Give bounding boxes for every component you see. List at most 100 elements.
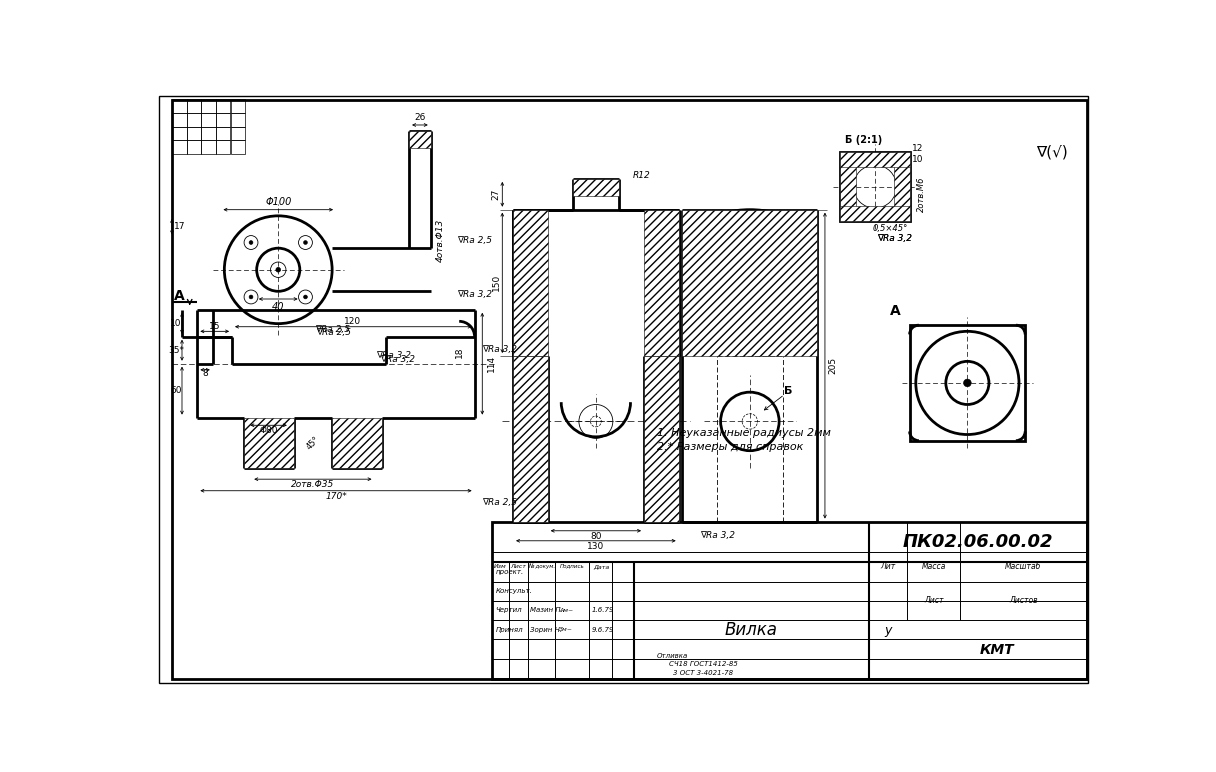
Text: Подпись: Подпись	[561, 564, 585, 569]
Text: 4отв.Φ13: 4отв.Φ13	[435, 218, 444, 262]
Bar	[513, 356, 547, 522]
Bar	[231, 141, 246, 154]
Text: Чертил: Чертил	[495, 608, 522, 614]
Bar	[231, 99, 246, 113]
Text: 35*: 35*	[168, 346, 184, 355]
Bar	[840, 206, 910, 222]
Bar	[201, 113, 216, 127]
Text: Φ100: Φ100	[265, 197, 292, 207]
Bar	[573, 179, 619, 196]
Text: 150: 150	[491, 274, 501, 292]
Text: 205: 205	[828, 357, 837, 374]
Text: Принял: Принял	[495, 627, 523, 633]
Text: ∇(√): ∇(√)	[1036, 144, 1068, 160]
Text: ∇Ra 3,2: ∇Ra 3,2	[699, 531, 734, 540]
Bar	[231, 113, 246, 127]
Bar	[332, 418, 382, 468]
Text: ПК02.06.00.02: ПК02.06.00.02	[902, 533, 1053, 551]
Text: A: A	[174, 289, 185, 303]
Text: Б: Б	[784, 386, 793, 395]
Circle shape	[304, 241, 308, 245]
Text: 8: 8	[202, 369, 208, 378]
Bar	[243, 418, 293, 468]
Text: ∇Ra 2,5: ∇Ra 2,5	[457, 236, 492, 245]
Bar	[231, 127, 246, 141]
Text: 10: 10	[912, 155, 923, 164]
Text: Б (2:1): Б (2:1)	[845, 135, 882, 145]
Text: Лист: Лист	[511, 564, 527, 569]
Text: ∇Ra 3,2: ∇Ra 3,2	[483, 345, 518, 354]
Bar	[840, 152, 910, 222]
Text: 2отв.Φ35: 2отв.Φ35	[292, 480, 334, 489]
Text: 18: 18	[455, 347, 463, 358]
Text: Лист: Лист	[924, 596, 944, 605]
Text: Листов: Листов	[1009, 596, 1037, 605]
Text: Зорин Н.: Зорин Н.	[530, 627, 562, 633]
Bar	[201, 141, 216, 154]
Text: 10: 10	[170, 319, 181, 328]
Text: Лит: Лит	[880, 563, 896, 571]
Text: 120: 120	[344, 317, 361, 326]
Text: проект.: проект.	[495, 569, 524, 575]
Text: 0,5×45°: 0,5×45°	[873, 225, 908, 233]
Text: Масса: Масса	[922, 563, 946, 571]
Bar	[910, 325, 1025, 441]
Text: ∇Ra 2,5: ∇Ra 2,5	[315, 324, 350, 334]
Bar	[171, 127, 186, 141]
Bar	[216, 113, 231, 127]
Text: Дата: Дата	[592, 564, 609, 569]
Text: ∇Ra 2,5: ∇Ra 2,5	[316, 328, 351, 337]
Bar	[186, 99, 201, 113]
Text: 2отв.М6: 2отв.М6	[917, 177, 925, 212]
Bar	[409, 131, 430, 148]
Bar	[186, 127, 201, 141]
Bar	[186, 141, 201, 154]
Bar	[682, 210, 817, 356]
Bar	[644, 356, 679, 522]
Text: 170*: 170*	[325, 492, 347, 500]
Text: 40: 40	[272, 302, 285, 312]
Circle shape	[276, 267, 281, 272]
Text: Вилка: Вилка	[725, 621, 778, 639]
Bar	[216, 141, 231, 154]
Circle shape	[249, 241, 253, 245]
Text: 17: 17	[174, 222, 185, 231]
Text: 15: 15	[209, 322, 220, 331]
Text: Масштаб: Масштаб	[1006, 563, 1041, 571]
Text: 12: 12	[912, 144, 923, 153]
Text: Зм~: Зм~	[559, 627, 573, 632]
Bar	[840, 152, 856, 222]
Bar	[513, 210, 547, 356]
Text: 1.6.79: 1.6.79	[592, 608, 614, 614]
Text: № докум.: № докум.	[528, 564, 556, 569]
Bar	[216, 99, 231, 113]
Text: Φ80: Φ80	[259, 426, 278, 435]
Text: 1. Неуказанные радиусы 2мм: 1. Неуказанные радиусы 2мм	[657, 428, 831, 438]
Text: КМТ: КМТ	[980, 643, 1014, 657]
Bar	[171, 141, 186, 154]
Text: А: А	[890, 304, 901, 318]
Text: 27: 27	[491, 188, 501, 200]
Text: СЧ18 ГОСТ1412-85: СЧ18 ГОСТ1412-85	[669, 662, 738, 667]
Circle shape	[249, 295, 253, 299]
Text: 3 ОСТ 3-4021-78: 3 ОСТ 3-4021-78	[674, 670, 733, 676]
Bar	[171, 99, 186, 113]
Bar	[201, 99, 216, 113]
Text: R12: R12	[634, 171, 651, 180]
Text: 2.* Размеры для справок: 2.* Размеры для справок	[657, 442, 804, 452]
Bar	[840, 152, 910, 168]
Text: 26: 26	[415, 113, 426, 122]
Text: ∇Ra 3,2: ∇Ra 3,2	[381, 355, 415, 364]
Text: ∇Ra 2,5: ∇Ra 2,5	[483, 498, 518, 506]
Text: 130: 130	[587, 543, 604, 551]
Bar	[186, 113, 201, 127]
Circle shape	[963, 379, 972, 387]
Bar	[201, 127, 216, 141]
Text: 45°: 45°	[304, 435, 321, 451]
Text: ∇Ra 3,2: ∇Ra 3,2	[457, 290, 492, 299]
Text: Мазин П.: Мазин П.	[530, 608, 563, 614]
Bar	[894, 152, 910, 222]
Text: ∇Ra 3,2: ∇Ra 3,2	[877, 235, 912, 243]
Text: 114: 114	[488, 355, 496, 372]
Text: Изм: Изм	[494, 564, 507, 569]
